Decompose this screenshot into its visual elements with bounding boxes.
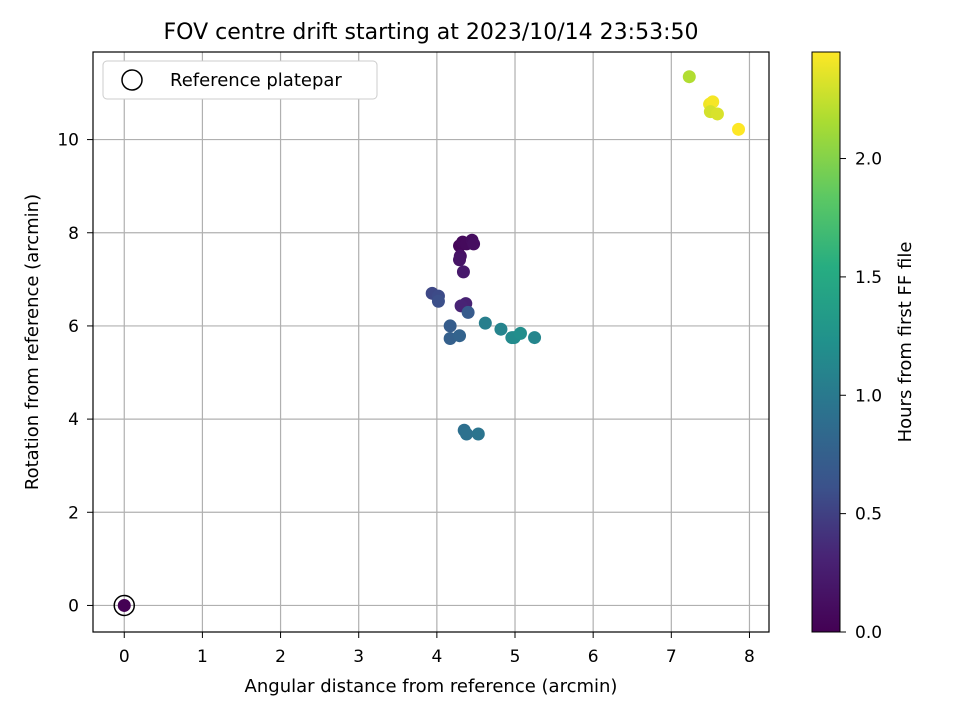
colorbar-label: Hours from first FF file: [895, 242, 916, 443]
x-tick-label: 1: [197, 647, 208, 667]
legend-box: [102, 60, 378, 100]
scatter-points: [117, 70, 746, 612]
scatter-point: [682, 70, 696, 84]
colorbar-tick-label: 1.0: [855, 386, 882, 406]
scatter-point: [453, 253, 467, 267]
y-axis-label: Rotation from reference (arcmin): [22, 194, 43, 490]
x-tick-label: 0: [119, 647, 130, 667]
scatter-point: [117, 598, 131, 612]
scatter-point: [461, 305, 475, 319]
scatter-point: [431, 294, 445, 308]
scatter-point: [494, 322, 508, 336]
scatter-point: [460, 427, 474, 441]
y-tick-label: 4: [68, 410, 79, 430]
x-tick-label: 6: [588, 647, 599, 667]
scatter-point: [732, 122, 746, 136]
x-tick-label: 2: [275, 647, 286, 667]
legend-entry-label: Reference platepar: [170, 70, 342, 91]
x-tick-label: 5: [510, 647, 521, 667]
colorbar: 0.0 0.5 1.0 1.5 2.0 Hours from first FF file: [811, 51, 916, 643]
reference-point-ring: [113, 594, 136, 617]
scatter-point: [478, 316, 492, 330]
reference-marker: [113, 594, 136, 617]
colorbar-tick-label: 0.5: [855, 505, 882, 525]
colorbar-tick-label: 0.0: [855, 623, 882, 643]
scatter-point: [513, 326, 527, 340]
colorbar-tick-label: 1.5: [855, 268, 882, 288]
y-tick-label: 8: [68, 224, 79, 244]
colorbar-frame: [811, 51, 841, 633]
plot-frame: [92, 51, 770, 633]
colorbar-ticks: 0.0 0.5 1.0 1.5 2.0: [840, 150, 882, 643]
y-tick-label: 10: [57, 131, 79, 151]
x-tick-label: 4: [431, 647, 442, 667]
x-tick-label: 3: [353, 647, 364, 667]
legend-marker-icon: [121, 69, 143, 91]
scatter-point: [443, 319, 457, 333]
scatter-point: [528, 331, 542, 345]
legend: Reference platepar: [102, 60, 378, 100]
y-tick-label: 2: [68, 503, 79, 523]
colorbar-tick-label: 2.0: [855, 150, 882, 170]
grid-lines: [93, 52, 769, 632]
scatter-point: [471, 427, 485, 441]
scatter-point: [453, 329, 467, 343]
scatter-point: [467, 237, 481, 251]
y-tick-label: 6: [68, 317, 79, 337]
plot-area: 0 1 2 3 4 5 6 7 8 0 2 4 6 8 10: [57, 51, 770, 667]
y-tick-label: 0: [68, 596, 79, 616]
y-axis-ticks: 0 2 4 6 8 10: [57, 131, 93, 616]
scatter-point: [710, 107, 724, 121]
colorbar-gradient: [812, 52, 840, 632]
x-tick-label: 8: [744, 647, 755, 667]
scatter-point: [456, 265, 470, 279]
x-tick-label: 7: [666, 647, 677, 667]
x-axis-ticks: 0 1 2 3 4 5 6 7 8: [119, 632, 755, 667]
scatter-point: [706, 95, 720, 109]
x-axis-label: Angular distance from reference (arcmin): [245, 676, 618, 697]
chart-title: FOV centre drift starting at 2023/10/14 …: [164, 20, 699, 45]
